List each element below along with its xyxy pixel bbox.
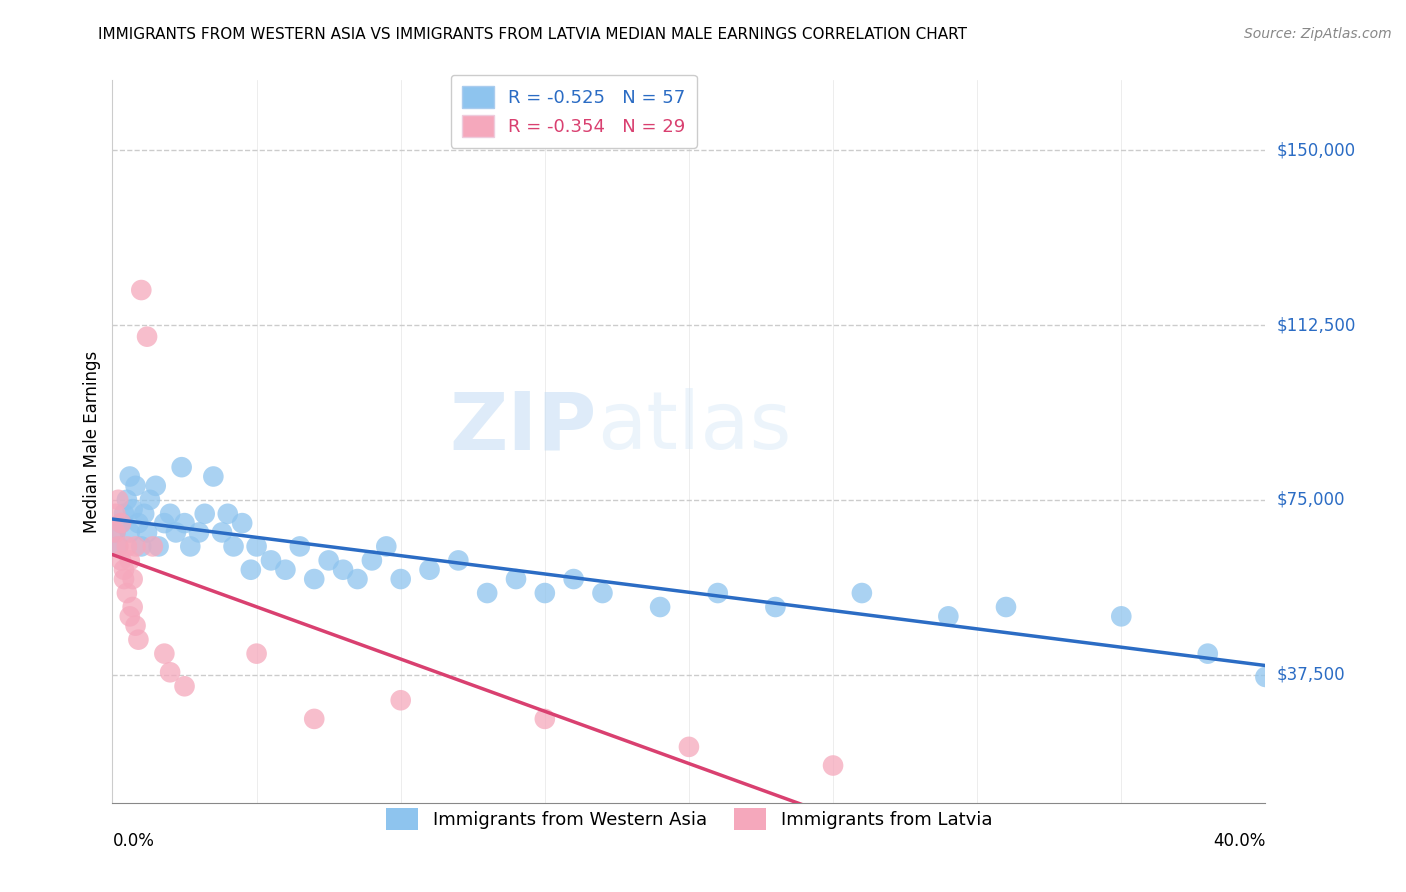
Point: [188, 525, 211, 540]
Point: [124, 618, 146, 632]
Point: [202, 469, 225, 483]
Point: [360, 553, 382, 567]
Point: [288, 540, 311, 554]
Point: [1254, 670, 1277, 684]
Point: [170, 460, 193, 475]
Point: [104, 525, 127, 540]
Point: [118, 609, 141, 624]
Point: [110, 516, 132, 530]
Point: [115, 492, 138, 507]
Point: [375, 540, 398, 554]
Point: [127, 516, 149, 530]
Point: [821, 758, 844, 772]
Point: [389, 693, 412, 707]
Point: [145, 479, 167, 493]
Point: [995, 600, 1018, 615]
Point: [211, 525, 233, 540]
Point: [707, 586, 730, 600]
Point: [505, 572, 527, 586]
Point: [304, 712, 326, 726]
Point: [194, 507, 217, 521]
Point: [118, 553, 141, 567]
Point: [112, 563, 135, 577]
Point: [159, 507, 181, 521]
Legend: Immigrants from Western Asia, Immigrants from Latvia: Immigrants from Western Asia, Immigrants…: [378, 801, 1000, 837]
Point: [260, 553, 283, 567]
Point: [246, 540, 269, 554]
Point: [274, 563, 297, 577]
Point: [592, 586, 614, 600]
Point: [346, 572, 368, 586]
Point: [765, 600, 787, 615]
Point: [110, 516, 132, 530]
Point: [129, 540, 153, 554]
Text: $75,000: $75,000: [1277, 491, 1346, 508]
Point: [217, 507, 239, 521]
Point: [562, 572, 585, 586]
Point: [332, 563, 354, 577]
Point: [153, 647, 176, 661]
Point: [165, 525, 187, 540]
Point: [112, 507, 135, 521]
Point: [107, 540, 129, 554]
Point: [129, 283, 153, 297]
Point: [246, 647, 269, 661]
Point: [1197, 647, 1219, 661]
Point: [936, 609, 959, 624]
Point: [173, 516, 195, 530]
Text: Source: ZipAtlas.com: Source: ZipAtlas.com: [1244, 27, 1392, 41]
Text: $112,500: $112,500: [1277, 316, 1355, 334]
Point: [304, 572, 326, 586]
Point: [153, 516, 176, 530]
Text: 0.0%: 0.0%: [112, 831, 155, 850]
Point: [173, 679, 195, 693]
Point: [678, 739, 700, 754]
Point: [124, 479, 146, 493]
Point: [534, 586, 557, 600]
Text: ZIP: ZIP: [450, 388, 596, 467]
Point: [447, 553, 470, 567]
Point: [107, 540, 129, 554]
Point: [121, 600, 143, 615]
Point: [1111, 609, 1133, 624]
Point: [110, 553, 132, 567]
Point: [142, 540, 165, 554]
Point: [475, 586, 499, 600]
Point: [121, 502, 143, 516]
Point: [534, 712, 557, 726]
Point: [851, 586, 873, 600]
Point: [112, 572, 135, 586]
Point: [124, 540, 146, 554]
Point: [231, 516, 253, 530]
Point: [118, 525, 141, 540]
Point: [136, 525, 159, 540]
Text: IMMIGRANTS FROM WESTERN ASIA VS IMMIGRANTS FROM LATVIA MEDIAN MALE EARNINGS CORR: IMMIGRANTS FROM WESTERN ASIA VS IMMIGRAN…: [98, 27, 967, 42]
Point: [179, 540, 201, 554]
Point: [136, 329, 159, 343]
Text: atlas: atlas: [596, 388, 792, 467]
Point: [115, 586, 138, 600]
Point: [222, 540, 245, 554]
Point: [104, 525, 127, 540]
Point: [139, 492, 162, 507]
Point: [134, 507, 156, 521]
Point: [419, 563, 441, 577]
Text: 40.0%: 40.0%: [1213, 831, 1265, 850]
Y-axis label: Median Male Earnings: Median Male Earnings: [83, 351, 101, 533]
Point: [318, 553, 340, 567]
Point: [121, 572, 143, 586]
Point: [389, 572, 412, 586]
Point: [115, 540, 138, 554]
Point: [107, 492, 129, 507]
Point: [148, 540, 170, 554]
Point: [104, 507, 127, 521]
Point: [159, 665, 181, 680]
Point: [650, 600, 672, 615]
Point: [118, 469, 141, 483]
Point: [127, 632, 149, 647]
Text: $37,500: $37,500: [1277, 665, 1346, 683]
Point: [239, 563, 262, 577]
Text: $150,000: $150,000: [1277, 141, 1355, 159]
